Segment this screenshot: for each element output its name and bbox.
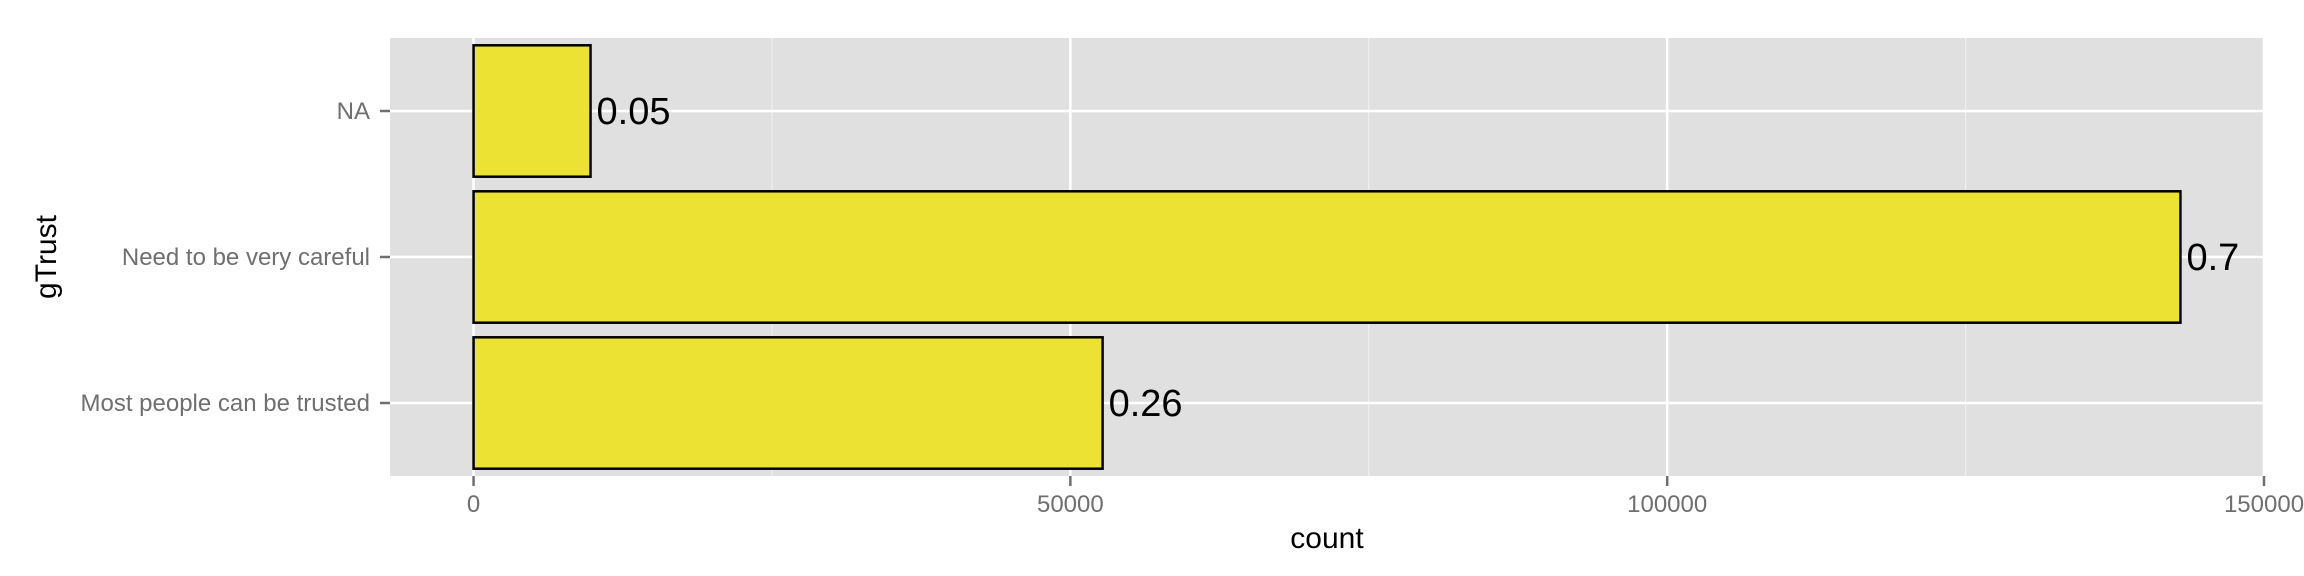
bars	[472, 44, 2182, 470]
y-tick-label: Need to be very careful	[122, 244, 370, 271]
x-axis-ticks: 0 50000 100000 150000	[467, 476, 2304, 518]
x-axis-title: count	[1290, 522, 1364, 555]
bar	[472, 44, 592, 178]
data-labels: 0.05 0.7 0.26	[597, 91, 2240, 425]
data-label: 0.05	[597, 91, 671, 133]
x-tick-label: 50000	[1037, 491, 1104, 518]
y-tick-label: Most people can be trusted	[80, 390, 370, 417]
x-tick-label: 150000	[2224, 491, 2304, 518]
bar	[472, 190, 2182, 324]
bar	[472, 336, 1104, 470]
x-tick-label: 100000	[1627, 491, 1707, 518]
y-axis-ticks: NA Need to be very careful Most people can…	[80, 98, 390, 417]
x-tick-label: 0	[467, 491, 480, 518]
data-label: 0.7	[2186, 237, 2239, 279]
data-label: 0.26	[1109, 383, 1183, 425]
y-tick-label: NA	[337, 98, 370, 125]
y-axis-title: gTrust	[30, 214, 63, 299]
